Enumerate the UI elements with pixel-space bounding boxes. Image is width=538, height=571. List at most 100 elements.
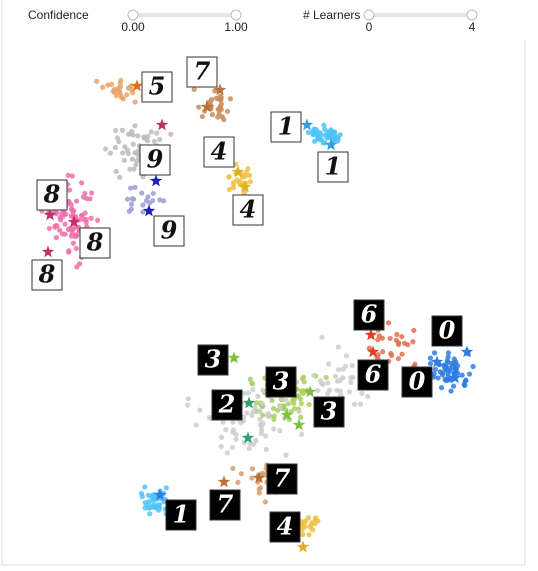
thumbnail-digit: 3 <box>273 367 290 396</box>
slider-knob[interactable] <box>363 9 375 21</box>
star <box>217 475 231 488</box>
dot <box>256 490 262 496</box>
dot <box>303 518 309 524</box>
slider-track <box>133 13 236 17</box>
dot <box>317 377 324 384</box>
dot <box>298 400 305 407</box>
star <box>142 204 156 217</box>
slider-max-label: 4 <box>469 20 476 34</box>
star <box>41 245 55 258</box>
thumbnail-digit: 6 <box>361 300 378 329</box>
dot <box>252 405 258 411</box>
slider-max-label: 1.00 <box>224 20 248 34</box>
dot <box>113 127 119 134</box>
dot <box>263 433 269 439</box>
thumbnail-digit: 6 <box>365 360 382 389</box>
dot <box>233 431 239 437</box>
dot <box>396 340 402 346</box>
thumbnail-digit: 7 <box>194 57 211 86</box>
star <box>366 345 380 358</box>
dot <box>69 230 75 236</box>
dot <box>450 383 457 389</box>
dot <box>299 431 305 437</box>
thumbnail-frame <box>353 299 385 331</box>
dot <box>245 390 251 396</box>
dot <box>265 410 271 417</box>
dot <box>301 379 307 385</box>
dot <box>319 334 325 340</box>
dot <box>150 190 156 197</box>
dot <box>229 444 236 450</box>
dot <box>94 217 101 223</box>
star <box>303 385 317 398</box>
dot <box>277 427 283 434</box>
dot <box>350 374 356 380</box>
dot <box>270 405 277 412</box>
dot <box>320 140 327 146</box>
slider-knob[interactable] <box>466 9 478 21</box>
thumbnail-digit: 4 <box>240 195 257 224</box>
thumbnail-digit: 3 <box>205 345 222 374</box>
dot <box>157 136 163 142</box>
dot <box>387 335 393 342</box>
dot <box>151 138 158 145</box>
dot <box>262 499 268 505</box>
dot <box>62 221 68 227</box>
dot <box>343 353 350 359</box>
dot <box>302 523 308 530</box>
dot <box>283 397 289 404</box>
dot <box>399 351 405 357</box>
dot <box>233 436 239 442</box>
scatter <box>39 77 476 553</box>
dot <box>462 378 469 384</box>
dot <box>305 129 311 136</box>
thumbnail-frame <box>401 366 433 398</box>
thumbnail-frame <box>270 111 302 143</box>
dot <box>94 78 100 84</box>
dot <box>224 108 231 115</box>
dot <box>351 401 358 407</box>
dot <box>132 184 138 190</box>
dot <box>249 412 255 418</box>
dot <box>66 248 72 254</box>
dot <box>54 223 60 229</box>
dot <box>451 356 457 362</box>
dot <box>340 366 346 372</box>
dot <box>155 507 162 513</box>
star <box>280 408 294 421</box>
dot <box>315 387 321 394</box>
dot <box>135 133 141 139</box>
dot <box>269 397 275 403</box>
dot <box>46 225 53 231</box>
dot <box>139 190 145 196</box>
dot <box>117 174 123 180</box>
thumbnail-digit: 5 <box>149 72 166 101</box>
dot <box>253 400 259 406</box>
dot <box>226 186 233 193</box>
dot <box>129 196 136 202</box>
thumbnail-digit: 7 <box>274 464 291 493</box>
dot <box>128 201 135 207</box>
star <box>149 174 163 187</box>
dot <box>256 409 263 415</box>
dot <box>109 81 115 87</box>
dot <box>150 198 156 204</box>
dot <box>79 180 85 186</box>
star <box>242 396 256 409</box>
slider-knob[interactable] <box>230 9 242 21</box>
dot <box>107 150 113 156</box>
dot <box>140 209 146 215</box>
star <box>296 540 310 553</box>
dot <box>125 85 131 91</box>
thumbnail-frame <box>186 56 218 88</box>
dot <box>125 151 131 157</box>
dot <box>318 132 324 138</box>
dot <box>72 234 78 240</box>
slider-knob[interactable] <box>127 9 139 21</box>
thumbnail-frame <box>317 151 349 183</box>
dot <box>150 492 156 498</box>
dot <box>337 377 343 383</box>
dot <box>193 422 199 428</box>
dot <box>69 173 75 179</box>
